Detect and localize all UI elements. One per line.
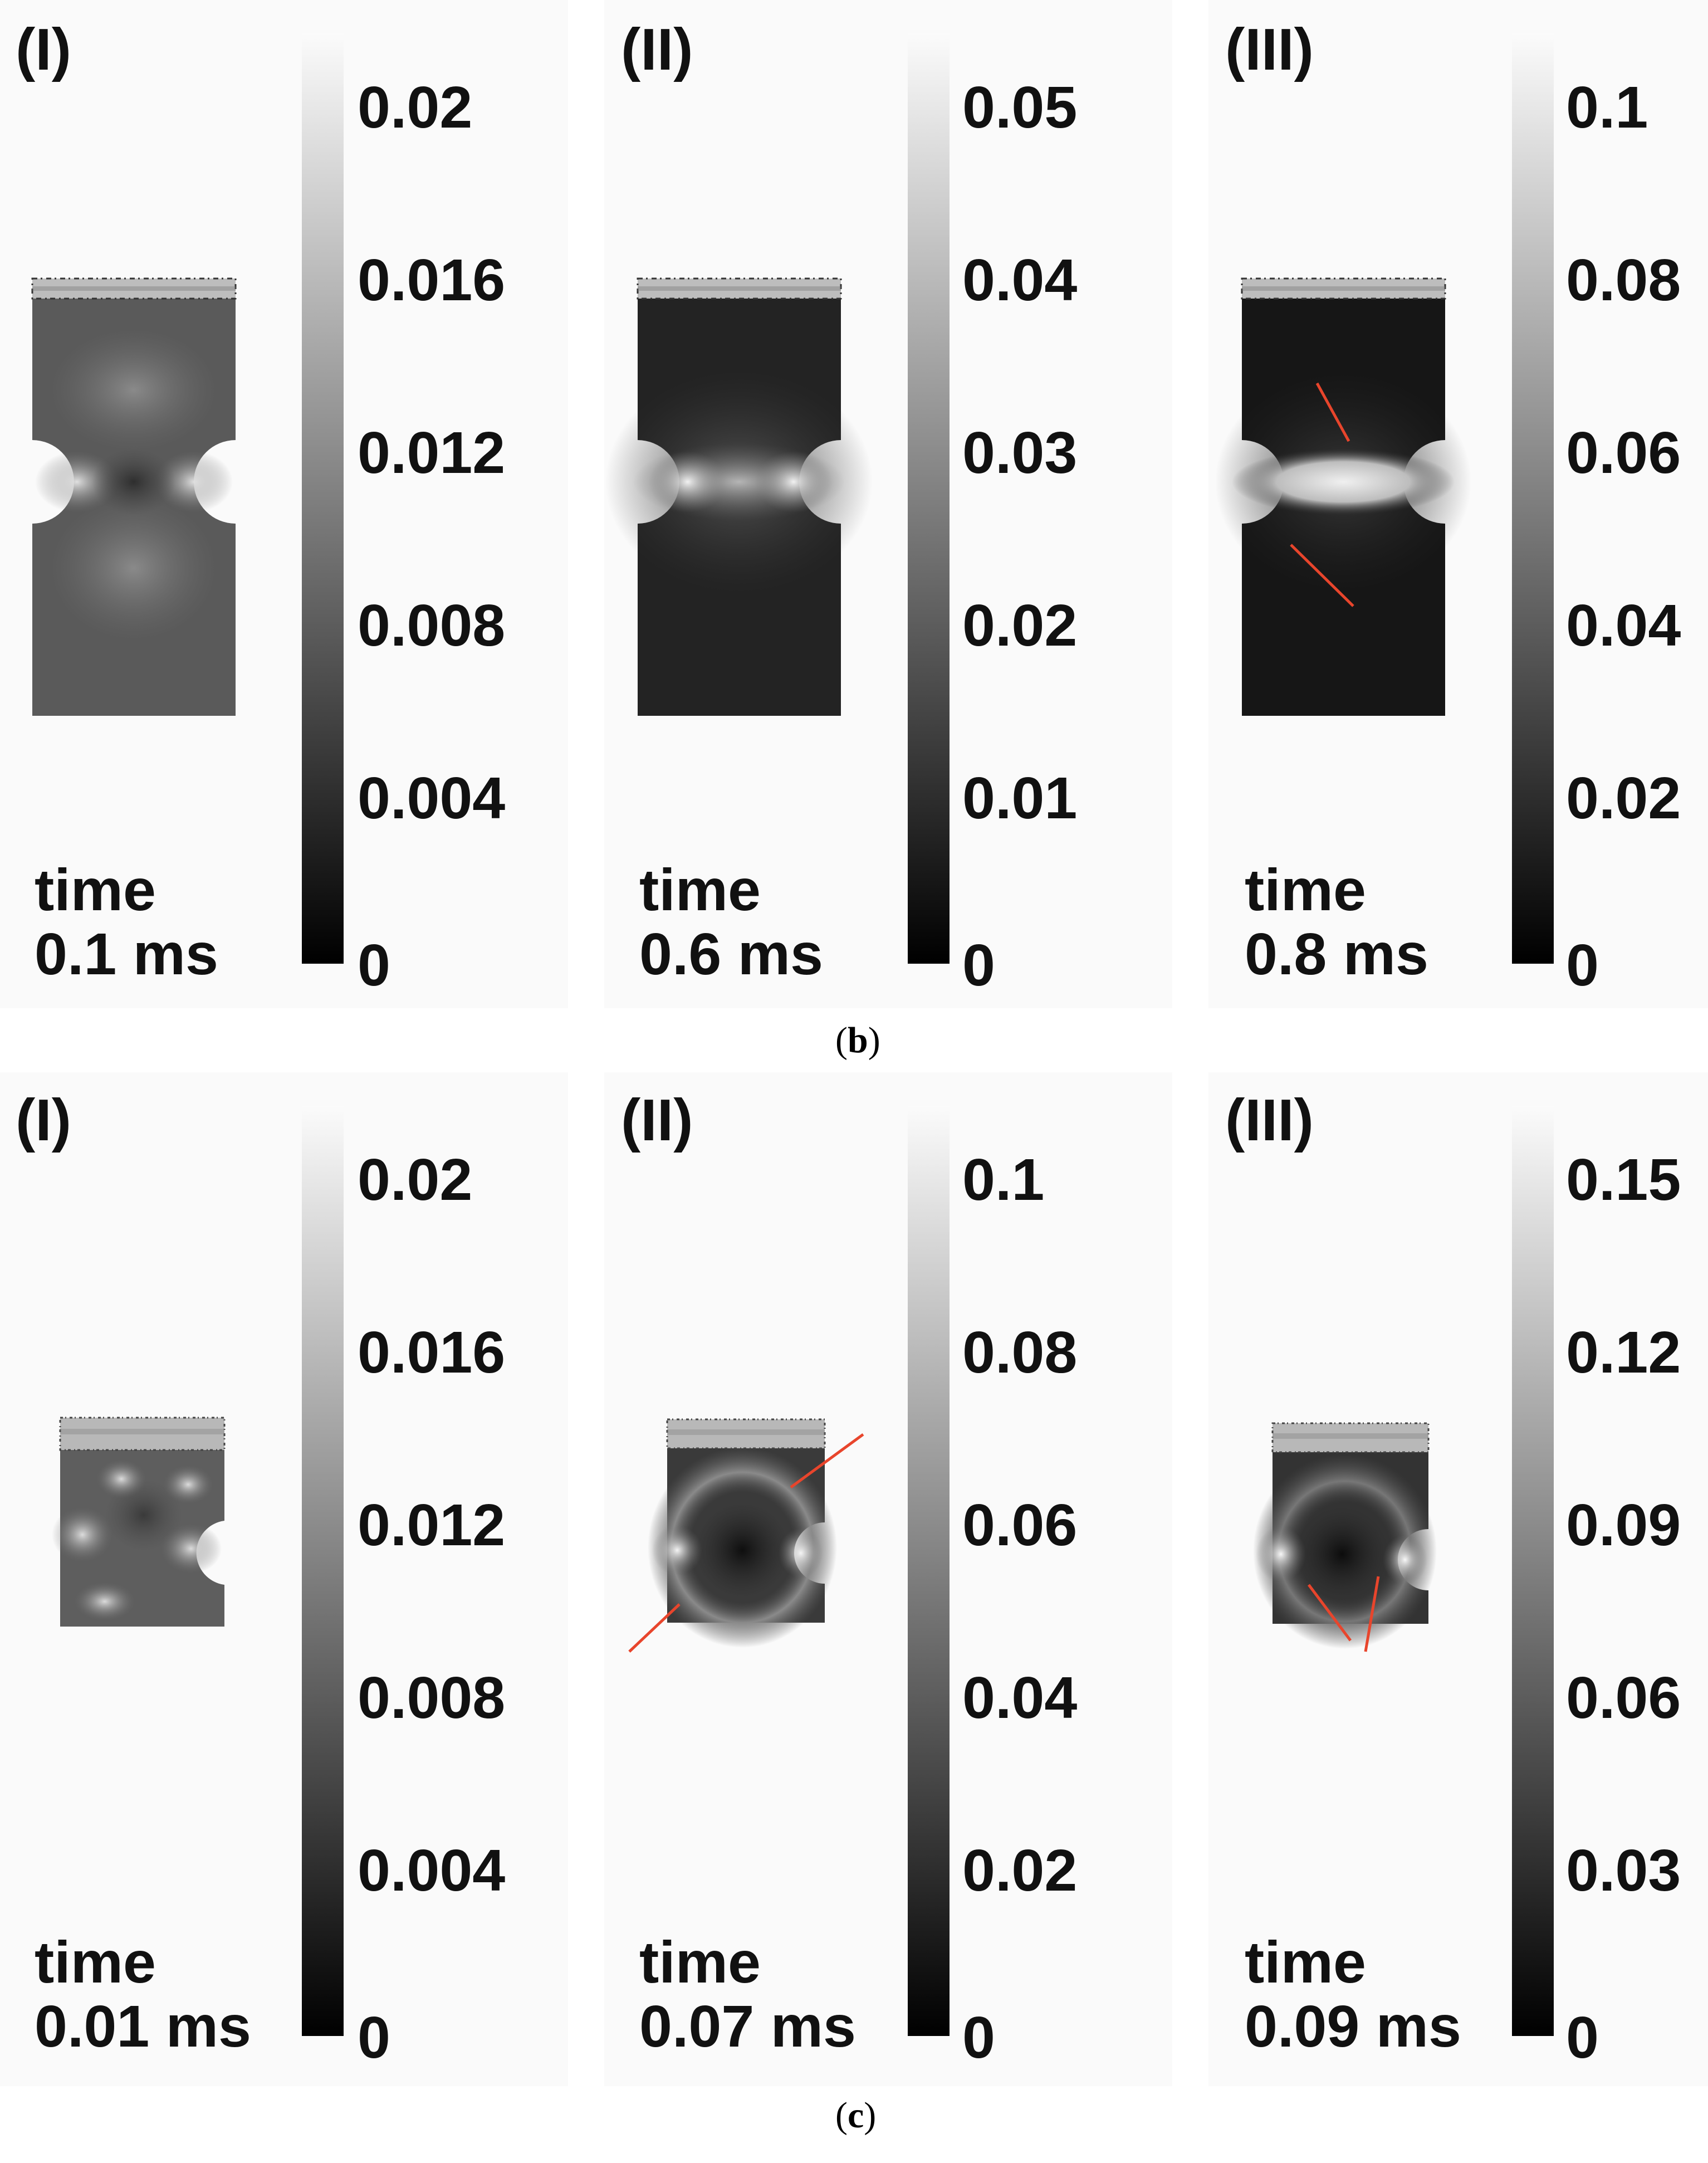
- panel-label: (III): [1225, 17, 1314, 82]
- colorbar-tick: 0.09: [1566, 1492, 1681, 1558]
- colorbar-tick: 0.008: [358, 1665, 506, 1731]
- colorbar-tick: 0.004: [358, 765, 506, 831]
- colorbar: [302, 1106, 344, 2036]
- colorbar: [302, 33, 344, 964]
- time-value: 0.6 ms: [639, 921, 824, 987]
- colorbar-tick: 0.012: [358, 420, 506, 486]
- time-word: time: [1245, 1930, 1366, 1995]
- strain-field-image: [31, 277, 237, 716]
- panel-label: (I): [16, 1087, 72, 1153]
- colorbar-tick: 0: [358, 2005, 390, 2071]
- colorbar-tick: 0.15: [1566, 1147, 1681, 1213]
- strain-field-image: [52, 1417, 226, 1627]
- colorbar-tick: 0: [1566, 2005, 1599, 2071]
- subfigure-caption: (b): [835, 1020, 880, 1061]
- colorbar-tick: 0.04: [962, 247, 1078, 313]
- colorbar-tick: 0: [962, 2005, 995, 2071]
- time-value: 0.8 ms: [1245, 921, 1429, 987]
- colorbar-tick: 0.08: [962, 1320, 1078, 1385]
- time-value: 0.1 ms: [35, 921, 219, 987]
- colorbar-tick: 0.1: [1566, 75, 1648, 140]
- colorbar-tick: 0.06: [1566, 420, 1681, 486]
- colorbar-tick: 0: [1566, 932, 1599, 998]
- time-word: time: [1245, 857, 1366, 923]
- crack-arrows: [1308, 1576, 1380, 1652]
- colorbar-tick: 0.08: [1566, 247, 1681, 313]
- panel-label: (II): [621, 1087, 693, 1153]
- colorbar-tick: 0.12: [1566, 1320, 1681, 1385]
- arrow-right: [1364, 1576, 1380, 1652]
- colorbar-tick: 0: [962, 932, 995, 998]
- arrow-left: [1308, 1584, 1352, 1642]
- time-word: time: [639, 857, 761, 923]
- panel-label: (I): [16, 17, 72, 82]
- crack-arrows: [628, 1433, 864, 1653]
- panel-label: (III): [1225, 1087, 1314, 1153]
- colorbar: [1512, 1106, 1554, 2036]
- colorbar-tick: 0.016: [358, 1320, 506, 1385]
- strain-field-image: [605, 277, 873, 716]
- time-value: 0.09 ms: [1245, 1994, 1461, 2059]
- colorbar-tick: 0.04: [962, 1665, 1078, 1731]
- colorbar: [908, 33, 950, 964]
- colorbar-tick: 0.02: [1566, 765, 1681, 831]
- colorbar-tick: 0.004: [358, 1838, 506, 1903]
- arrow-upper: [790, 1433, 864, 1489]
- strain-field-image: [648, 1418, 837, 1648]
- colorbar-tick: 0.02: [358, 75, 473, 140]
- colorbar-tick: 0.02: [962, 1838, 1078, 1903]
- time-word: time: [35, 857, 156, 923]
- arrow-lower: [628, 1603, 681, 1653]
- arrow-upper: [1315, 382, 1350, 442]
- time-word: time: [639, 1930, 761, 1995]
- colorbar-tick: 0.02: [358, 1147, 473, 1213]
- colorbar-tick: 0.03: [1566, 1838, 1681, 1903]
- colorbar-tick: 0.016: [358, 247, 506, 313]
- colorbar-tick: 0.1: [962, 1147, 1045, 1213]
- time-value: 0.07 ms: [639, 1994, 856, 2059]
- panel-label: (II): [621, 17, 693, 82]
- arrow-lower: [1290, 544, 1354, 607]
- colorbar-tick: 0.06: [1566, 1665, 1681, 1731]
- colorbar: [1512, 33, 1554, 964]
- colorbar-tick: 0: [358, 932, 390, 998]
- time-value: 0.01 ms: [35, 1994, 251, 2059]
- crack-arrows: [1290, 382, 1354, 607]
- colorbar-tick: 0.06: [962, 1492, 1078, 1558]
- colorbar-tick: 0.04: [1566, 593, 1681, 658]
- colorbar-tick: 0.01: [962, 765, 1078, 831]
- colorbar-tick: 0.03: [962, 420, 1078, 486]
- subfigure-caption: (c): [835, 2095, 877, 2136]
- strain-field-image: [1253, 1422, 1437, 1649]
- time-word: time: [35, 1930, 156, 1995]
- colorbar-tick: 0.008: [358, 593, 506, 658]
- colorbar-tick: 0.012: [358, 1492, 506, 1558]
- colorbar-tick: 0.05: [962, 75, 1078, 140]
- colorbar-tick: 0.02: [962, 593, 1078, 658]
- strain-field-image: [1215, 277, 1471, 716]
- colorbar: [908, 1106, 950, 2036]
